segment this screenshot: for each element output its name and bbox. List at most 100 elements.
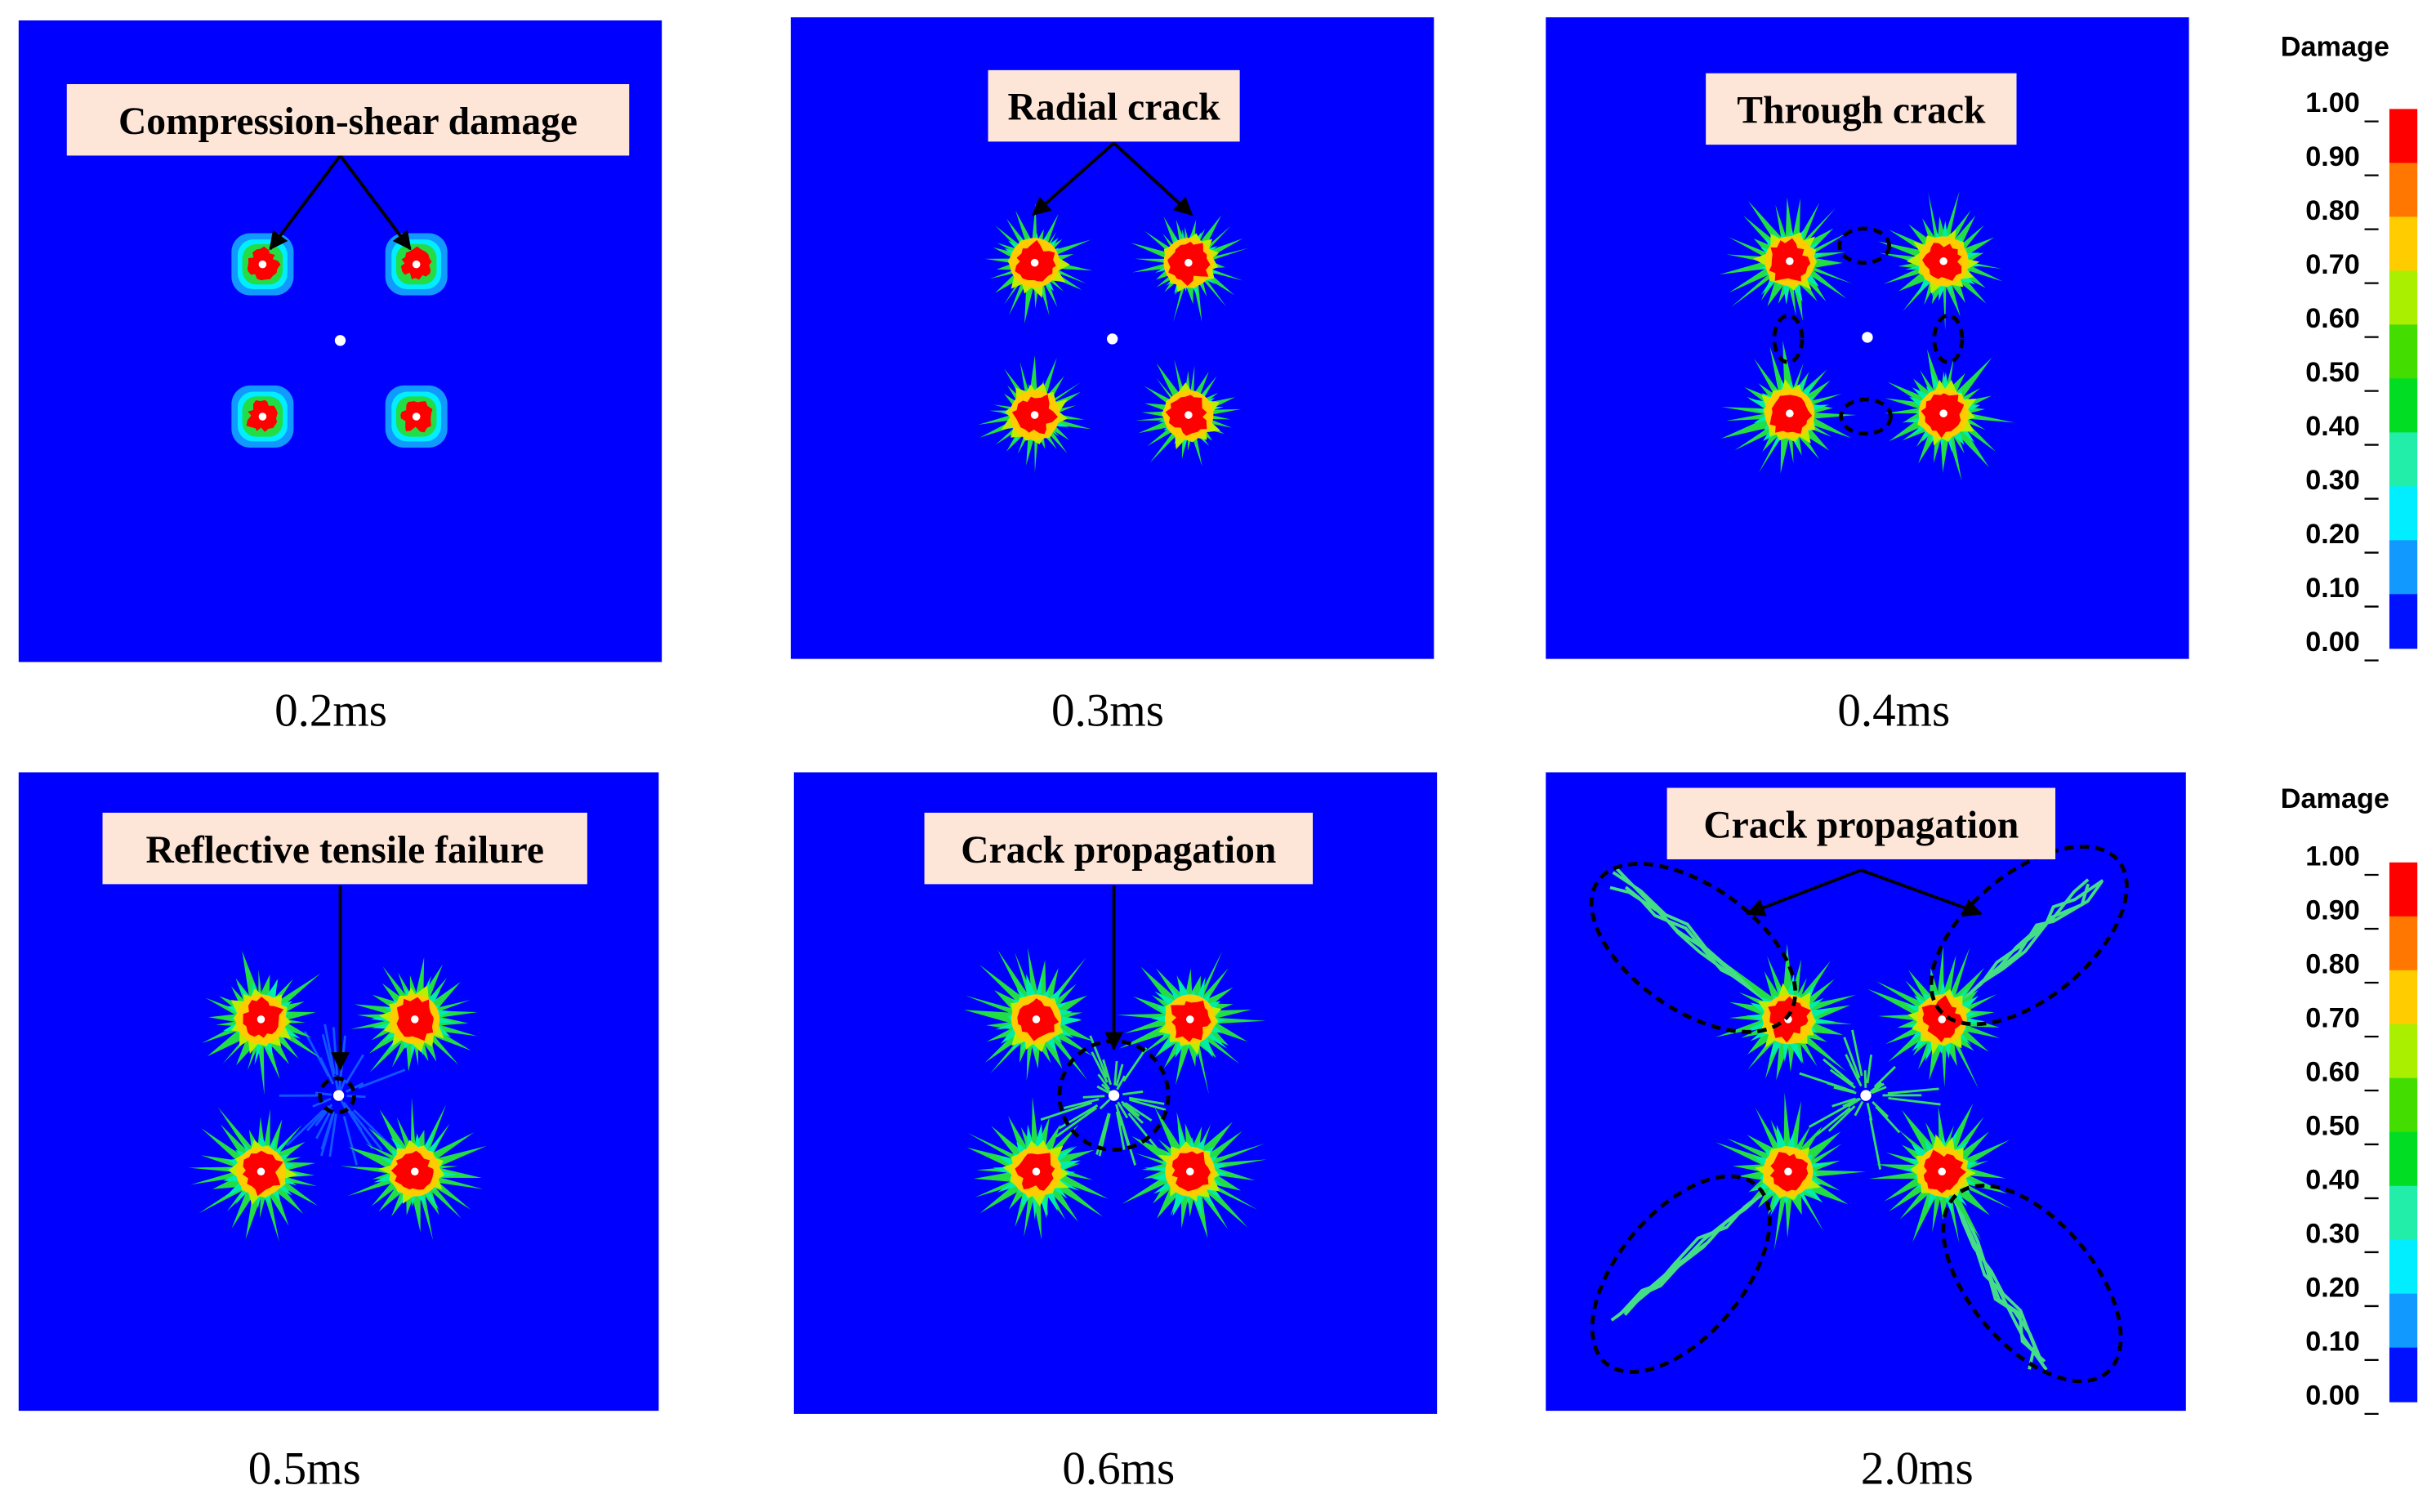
arrow xyxy=(1746,868,1863,917)
crack xyxy=(1849,1064,1863,1087)
colorbar-band xyxy=(2389,862,2418,917)
crack xyxy=(312,1097,332,1108)
colorbar-band xyxy=(2389,270,2418,326)
long-crack xyxy=(1940,1171,2048,1371)
crack xyxy=(315,1104,333,1126)
colorbar-tick-label: 1.00 xyxy=(2305,87,2360,118)
annotation-box xyxy=(924,812,1314,885)
colorbar-band xyxy=(2389,324,2418,380)
borehole xyxy=(412,413,421,421)
time-label: 2.0ms xyxy=(1861,1443,1974,1494)
center-hole xyxy=(1862,332,1873,343)
colorbar-tick-label: 1.00 xyxy=(2305,841,2360,872)
colorbar-band xyxy=(2389,1347,2418,1403)
borehole xyxy=(411,1167,419,1175)
borehole xyxy=(1939,409,1947,417)
crack xyxy=(1102,1059,1113,1086)
borehole xyxy=(1030,411,1039,419)
crack xyxy=(1082,1095,1105,1099)
borehole xyxy=(1185,258,1193,267)
colorbar: Damage 1.00 0.90 0.80 0.70 0.60 0.50 0.40 0.30 0.… xyxy=(2281,32,2418,662)
annotation-label: Compression-shear damage xyxy=(118,100,578,143)
crack xyxy=(1829,1068,1856,1089)
crack xyxy=(1100,1083,1112,1093)
colorbar-tick-label: 0.40 xyxy=(2305,411,2360,442)
crack xyxy=(328,1113,337,1157)
annotation-box xyxy=(1666,787,2056,859)
crack xyxy=(358,1068,406,1089)
crack xyxy=(346,1095,366,1099)
borehole xyxy=(1939,257,1947,265)
crack xyxy=(315,1108,333,1140)
crack xyxy=(1872,1100,1889,1118)
panel: Radial crack 0.3ms xyxy=(791,17,1434,736)
colorbar-band xyxy=(2389,594,2418,649)
crack xyxy=(1097,1073,1111,1091)
crack xyxy=(1055,1107,1098,1138)
crack xyxy=(1122,1047,1148,1082)
crack xyxy=(1827,1105,1856,1132)
colorbar-tick-label: 0.50 xyxy=(2305,1111,2360,1142)
long-crack xyxy=(1940,881,2104,1021)
highlight-ellipse xyxy=(1837,226,1891,265)
time-label: 0.6ms xyxy=(1062,1443,1175,1494)
arrow xyxy=(1031,141,1115,216)
annotation-box xyxy=(102,812,587,885)
center-hole xyxy=(1860,1090,1872,1101)
colorbar-tick-label: 0.30 xyxy=(2305,465,2360,496)
crack xyxy=(1124,1102,1153,1122)
annotation-label: Crack propagation xyxy=(1703,804,2019,846)
arrow xyxy=(338,154,412,251)
crack xyxy=(1871,1086,1887,1095)
colorbar-tick-label: 0.00 xyxy=(2305,1380,2360,1411)
colorbar-tick-label: 0.10 xyxy=(2305,1327,2360,1358)
crack xyxy=(1863,1070,1867,1088)
crack xyxy=(1854,1100,1864,1117)
crack xyxy=(1851,1029,1863,1077)
annotation-box xyxy=(1706,73,2017,145)
colorbar: Damage 1.00 0.90 0.80 0.70 0.60 0.50 0.40 0.30 0.… xyxy=(2281,783,2418,1416)
crack xyxy=(1888,1096,1941,1106)
crack xyxy=(1113,1060,1118,1086)
colorbar-tick-label: 0.80 xyxy=(2305,949,2360,980)
crack xyxy=(1099,1098,1111,1110)
time-label: 0.3ms xyxy=(1051,685,1164,736)
crack xyxy=(1091,1051,1109,1083)
crack xyxy=(1799,1072,1847,1091)
colorbar-tick-label: 0.90 xyxy=(2305,141,2360,172)
crack xyxy=(1808,1104,1849,1128)
borehole xyxy=(1186,1015,1194,1024)
arrow xyxy=(1860,868,1983,917)
colorbar-tick-label: 0.00 xyxy=(2305,627,2360,658)
crack xyxy=(350,1111,383,1151)
colorbar-tick-label: 0.30 xyxy=(2305,1219,2360,1250)
crack xyxy=(285,1109,324,1147)
arrow xyxy=(1113,141,1193,216)
colorbar-tick-label: 0.80 xyxy=(2305,195,2360,226)
borehole xyxy=(1032,1015,1041,1024)
colorbar-tick-label: 0.10 xyxy=(2305,573,2360,604)
crack xyxy=(1089,1035,1109,1078)
crack xyxy=(1129,1098,1167,1111)
panel: Crack propagation 0.6ms xyxy=(793,772,1438,1494)
borehole xyxy=(1032,1167,1041,1175)
colorbar-title: Damage xyxy=(2281,783,2389,814)
crack xyxy=(1843,1037,1861,1079)
colorbar-band xyxy=(2389,1024,2418,1079)
colorbar-band xyxy=(2389,1239,2418,1295)
crack xyxy=(1122,1090,1144,1096)
colorbar-tick-label: 0.70 xyxy=(2305,1003,2360,1034)
colorbar-band xyxy=(2389,109,2418,164)
borehole xyxy=(1938,1167,1946,1175)
colorbar-tick-label: 0.20 xyxy=(2305,1273,2360,1304)
colorbar-band xyxy=(2389,1131,2418,1187)
borehole xyxy=(257,1015,265,1024)
colorbar-tick-label: 0.40 xyxy=(2305,1165,2360,1196)
center-hole xyxy=(332,1090,345,1101)
center-hole xyxy=(1107,333,1118,345)
annotation-label: Reflective tensile failure xyxy=(145,829,543,872)
crack xyxy=(1833,1086,1857,1095)
crack xyxy=(1823,1058,1854,1086)
colorbar-tick-label: 0.70 xyxy=(2305,249,2360,280)
crack xyxy=(353,1109,390,1146)
